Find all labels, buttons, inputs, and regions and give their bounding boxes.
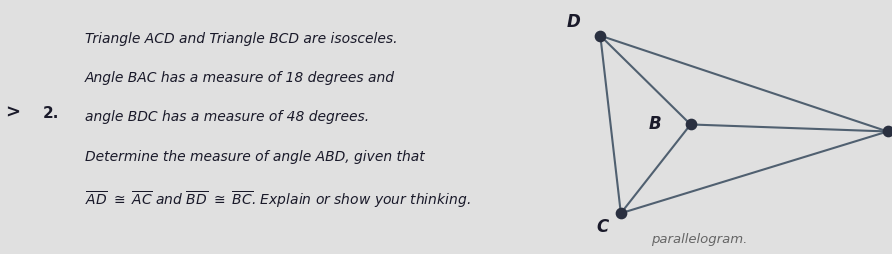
Text: parallelogram.: parallelogram. [651,233,747,246]
Text: Determine the measure of angle ABD, given that: Determine the measure of angle ABD, give… [85,150,425,164]
Point [614,211,628,215]
Text: Angle BAC has a measure of 18 degrees and: Angle BAC has a measure of 18 degrees an… [85,71,395,85]
Text: >: > [5,104,21,122]
Text: 2.: 2. [43,105,59,121]
Point [880,130,892,134]
Text: Triangle ACD and Triangle BCD are isosceles.: Triangle ACD and Triangle BCD are isosce… [85,32,397,46]
Text: C: C [597,218,609,236]
Point [683,122,698,126]
Text: $\overline{AD}$ $\cong$ $\overline{AC}$ and $\overline{BD}$ $\cong$ $\overline{B: $\overline{AD}$ $\cong$ $\overline{AC}$ … [85,189,470,210]
Text: B: B [648,116,661,133]
Point [593,34,607,38]
Text: angle BDC has a measure of 48 degrees.: angle BDC has a measure of 48 degrees. [85,110,369,124]
Text: D: D [566,13,581,31]
